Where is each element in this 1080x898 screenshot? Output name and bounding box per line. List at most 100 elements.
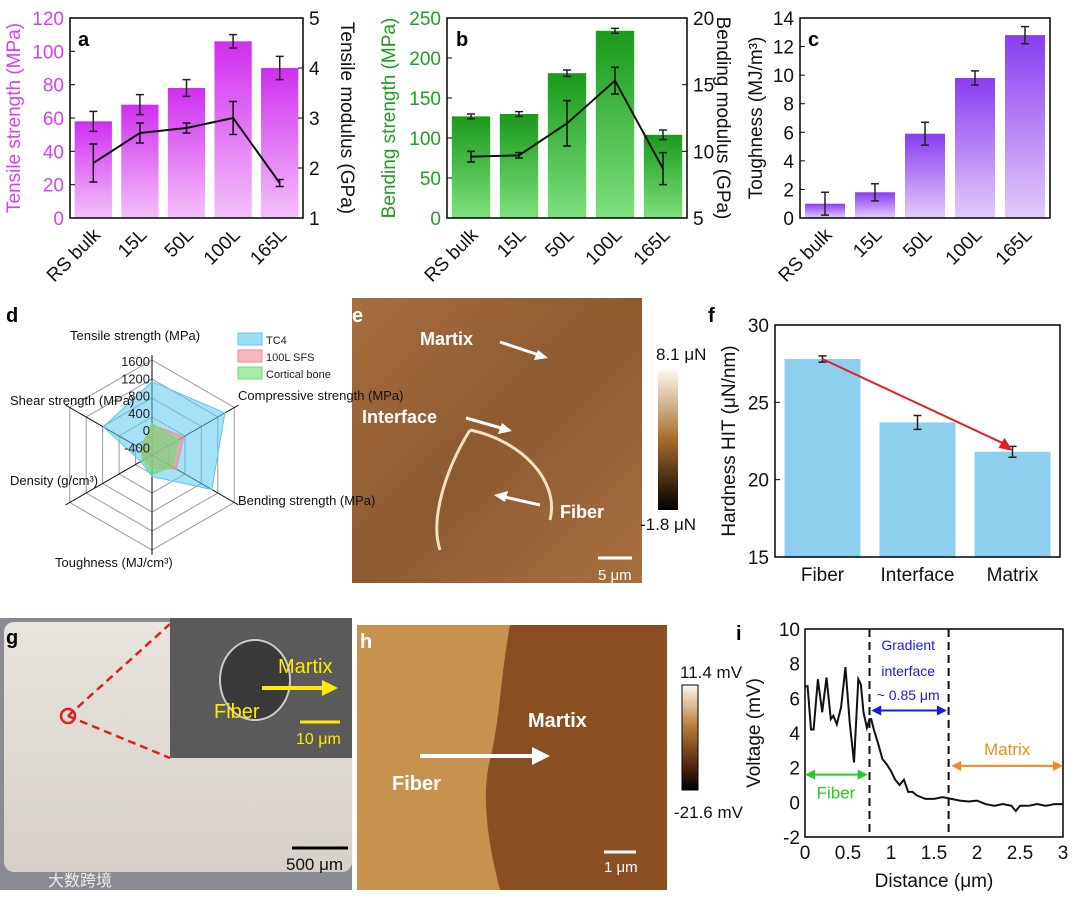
matrix-range-arrow-head [951, 760, 962, 771]
y-tick-label: 4 [789, 724, 800, 745]
y-tick-label: 8 [783, 95, 794, 116]
x-tick-label: RS bulk [43, 224, 105, 286]
x-tick-label: 100L [942, 225, 987, 270]
y-axis-label: Bending strength (MPa) [379, 18, 400, 219]
error-bar-f-1 [913, 414, 922, 431]
radar-axis-label: Shear strength (MPa) [10, 393, 134, 408]
panel-label-d: d [6, 305, 18, 327]
y-tick-label: 8 [789, 655, 800, 676]
y2-tick-label: 5 [693, 209, 704, 230]
cbar-max-e: 8.1 μN [656, 345, 706, 364]
radar-tick-label: 1200 [121, 371, 150, 386]
x-tick-label: Fiber [801, 565, 845, 586]
panel-label-i: i [736, 623, 742, 645]
y-tick-label: 10 [773, 66, 794, 87]
legend-label: TC4 [266, 335, 287, 347]
plot-frame-i [804, 628, 1064, 838]
y-tick-label: 15 [748, 548, 769, 569]
x-tick-label: 165L [630, 225, 675, 270]
label-martix-e: Martix [420, 329, 473, 349]
y-tick-label: 20 [748, 471, 769, 492]
panel-label-h: h [360, 631, 372, 653]
panel-label-g: g [6, 627, 18, 649]
label-martix-h: Martix [528, 710, 587, 732]
x-tick-label: 1.5 [921, 843, 947, 864]
x-tick-label: 50L [161, 225, 198, 262]
legend-swatch [237, 349, 263, 363]
bar-c-3 [955, 78, 995, 218]
panel-label-b: b [456, 29, 468, 51]
cbar-max-h: 11.4 mV [680, 663, 743, 682]
y-tick-label: 200 [409, 49, 441, 70]
scale-label-e: 5 μm [598, 567, 632, 584]
error-bar-a-2 [182, 78, 191, 98]
bar-c-2 [905, 133, 945, 218]
cbar-min-e: -1.8 μN [640, 515, 696, 534]
panel-label-c: c [808, 29, 819, 51]
matrix-range-arrow-head [1053, 760, 1063, 771]
x-tick-label: 3 [1058, 843, 1069, 864]
label-fiber-g: Fiber [214, 701, 260, 723]
y-tick-label: 50 [420, 169, 441, 190]
error-bar-a-3 [229, 33, 238, 49]
error-bar-f-2 [1008, 445, 1017, 458]
panel-g-photo [0, 618, 352, 890]
y-axis-label: Toughness (MJ/m³) [746, 37, 767, 200]
x-tick-label: 0.5 [835, 843, 861, 864]
legend-swatch [237, 366, 263, 380]
y-tick-label: 6 [789, 689, 800, 710]
label-fiber-e: Fiber [560, 502, 604, 522]
bar-b-3 [595, 30, 635, 218]
y2-tick-label: 2 [309, 159, 320, 180]
y2-tick-label: 3 [309, 109, 320, 130]
zoom-region-marker [59, 707, 77, 725]
plot-frame-c [799, 17, 1051, 219]
error-bar-b-2 [563, 69, 571, 78]
error-bar-b-3 [611, 27, 619, 34]
y-tick-label: 250 [409, 9, 441, 30]
label-fiber-i: Fiber [817, 784, 856, 803]
label-gradient-i: interface [881, 663, 935, 679]
legend-swatch [237, 332, 263, 346]
radar-series-2 [140, 422, 179, 476]
label-gradient-i: ~ 0.85 μm [877, 687, 940, 703]
radar-tick-label: -400 [124, 440, 150, 455]
y-tick-label: 120 [32, 9, 64, 30]
x-tick-label: 100L [582, 225, 627, 270]
y-tick-label: 100 [409, 129, 441, 150]
bar-f-2 [974, 451, 1051, 557]
error-bar-b-4 [659, 129, 667, 141]
modulus-error-bar [659, 151, 667, 186]
modulus-error-bar [229, 100, 238, 136]
radar-axis-label: Toughness (MJ/cm³) [55, 555, 173, 570]
legend-label: Cortical bone [266, 369, 331, 381]
x-tick-label: Matrix [987, 565, 1039, 586]
modulus-error-bar [467, 150, 475, 163]
bar-c-4 [1005, 35, 1045, 219]
legend-label: 100L SFS [266, 352, 315, 364]
x-tick-label: 100L [200, 225, 245, 270]
y-tick-label: 4 [783, 152, 794, 173]
radar-axis-label: Tensile strength (MPa) [70, 328, 200, 343]
error-bar-c-1 [871, 182, 879, 202]
y-tick-label: 12 [773, 38, 794, 59]
panel-label-e: e [352, 305, 363, 327]
y-tick-label: 100 [32, 42, 64, 63]
y-tick-label: 2 [789, 759, 800, 780]
radar-axis [65, 454, 153, 506]
y-axis-label: Tensile strength (MPa) [4, 23, 25, 213]
x-tick-label: 165L [992, 225, 1037, 270]
modulus-error-bar [182, 122, 191, 134]
radar-tick-label: 800 [128, 389, 150, 404]
label-matrix-i: Matrix [984, 740, 1031, 759]
y2-tick-label: 4 [309, 59, 320, 80]
modulus-error-bar [515, 151, 523, 159]
modulus-error-bar [611, 66, 619, 95]
modulus-error-bar [135, 122, 144, 144]
modulus-error-bar [89, 143, 98, 183]
radar-axis-label: Density (g/cm³) [10, 473, 98, 488]
label-fiber-h: Fiber [392, 773, 441, 795]
error-bar-c-4 [1021, 25, 1029, 45]
x-tick-label: 1 [886, 843, 897, 864]
y2-tick-label: 1 [309, 209, 320, 230]
